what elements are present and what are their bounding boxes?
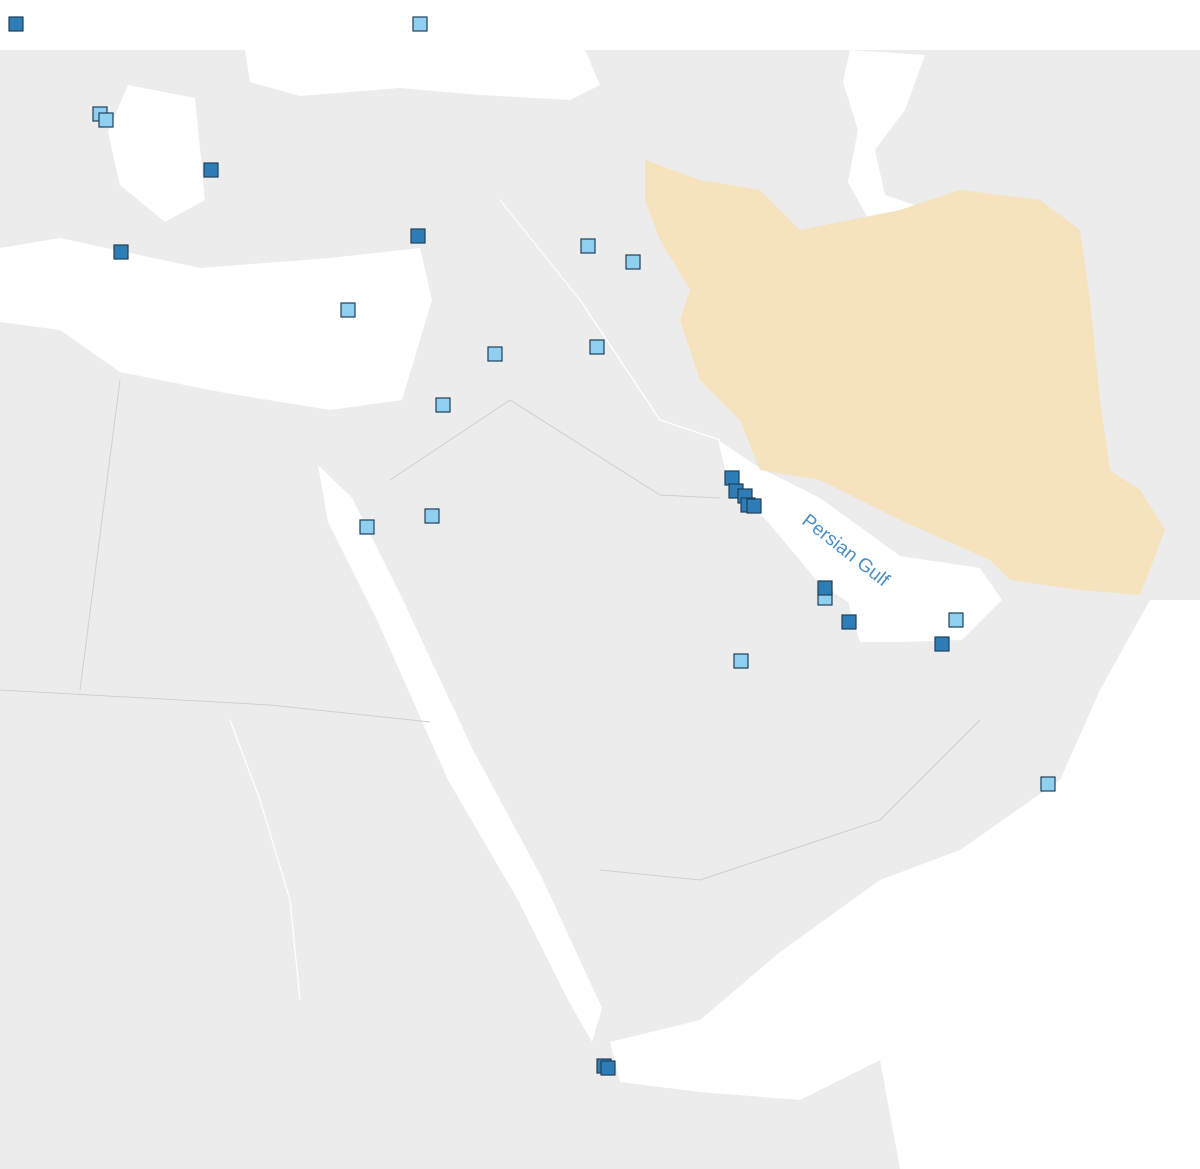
top-strip [0, 0, 1200, 50]
aegean-sea [108, 85, 205, 222]
location-marker [113, 244, 129, 260]
location-marker [359, 519, 375, 535]
red-sea [318, 465, 602, 1042]
border [599, 719, 981, 881]
location-marker [934, 636, 950, 652]
location-marker [948, 612, 964, 628]
markers [8, 16, 1056, 1076]
location-marker [600, 1060, 616, 1076]
location-marker [1040, 776, 1056, 792]
caspian-sea [843, 50, 935, 232]
location-marker [340, 302, 356, 318]
location-marker [580, 238, 596, 254]
border [79, 379, 121, 691]
location-marker [841, 614, 857, 630]
location-marker [746, 498, 762, 514]
black-sea [245, 50, 600, 100]
location-marker [487, 346, 503, 362]
border [389, 399, 721, 499]
river [499, 199, 721, 441]
location-marker [817, 580, 833, 596]
iran [645, 160, 1165, 595]
persian-gulf [718, 440, 1002, 642]
border [0, 689, 431, 723]
mediterranean-sea [0, 238, 432, 410]
location-marker [625, 254, 641, 270]
river [229, 719, 301, 1001]
location-marker [412, 16, 428, 32]
location-marker [435, 397, 451, 413]
location-marker [98, 112, 114, 128]
arabian-sea [610, 600, 1200, 1169]
location-marker [424, 508, 440, 524]
location-marker [589, 339, 605, 355]
location-marker [410, 228, 426, 244]
location-marker [203, 162, 219, 178]
location-marker [724, 470, 740, 486]
location-marker [8, 16, 24, 32]
location-marker [733, 653, 749, 669]
